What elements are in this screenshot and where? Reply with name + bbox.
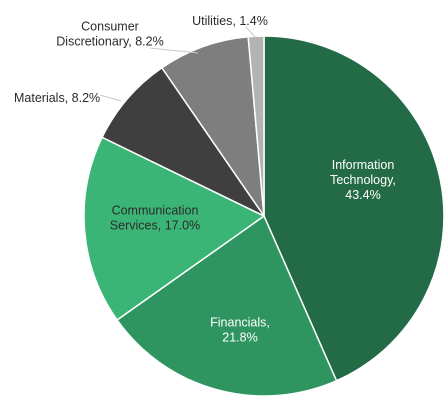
leader-line-materials bbox=[99, 94, 122, 102]
leader-line-consumer-discretionary bbox=[149, 47, 199, 54]
slice-label-line: 43.4% bbox=[345, 188, 380, 202]
slice-label-materials: Materials, 8.2% bbox=[14, 91, 100, 105]
slice-label-line: Services, 17.0% bbox=[110, 219, 200, 233]
pie-slice-materials bbox=[101, 67, 265, 217]
slice-label-line: 21.8% bbox=[222, 331, 257, 345]
pie-slice-information-technology bbox=[263, 35, 445, 382]
slice-label-information-technology: Information Technology, 43.4% bbox=[330, 158, 396, 202]
pie-slice-utilities bbox=[247, 35, 265, 217]
slice-label-financials: Financials, 21.8% bbox=[210, 316, 270, 345]
pie-slice-consumer-discretionary bbox=[161, 35, 265, 217]
slice-label-line: Materials, 8.2% bbox=[14, 91, 100, 105]
slice-label-line: Technology, bbox=[330, 173, 396, 187]
slice-label-line: Information bbox=[332, 158, 395, 172]
slice-label-line: Utilities, 1.4% bbox=[192, 14, 268, 28]
leader-line-utilities bbox=[245, 26, 257, 39]
pie-slice-financials bbox=[116, 215, 338, 396]
slice-label-line: Discretionary, 8.2% bbox=[56, 35, 163, 49]
slice-label-line: Financials, bbox=[210, 316, 270, 330]
slice-label-utilities: Utilities, 1.4% bbox=[192, 14, 268, 28]
pie-slice-communication-services bbox=[83, 136, 265, 321]
slice-label-line: Consumer bbox=[81, 20, 139, 34]
slice-label-line: Communication bbox=[112, 204, 199, 218]
slice-label-consumer-discretionary: Consumer Discretionary, 8.2% bbox=[56, 20, 163, 49]
slice-label-communication-services: Communication Services, 17.0% bbox=[110, 204, 200, 233]
